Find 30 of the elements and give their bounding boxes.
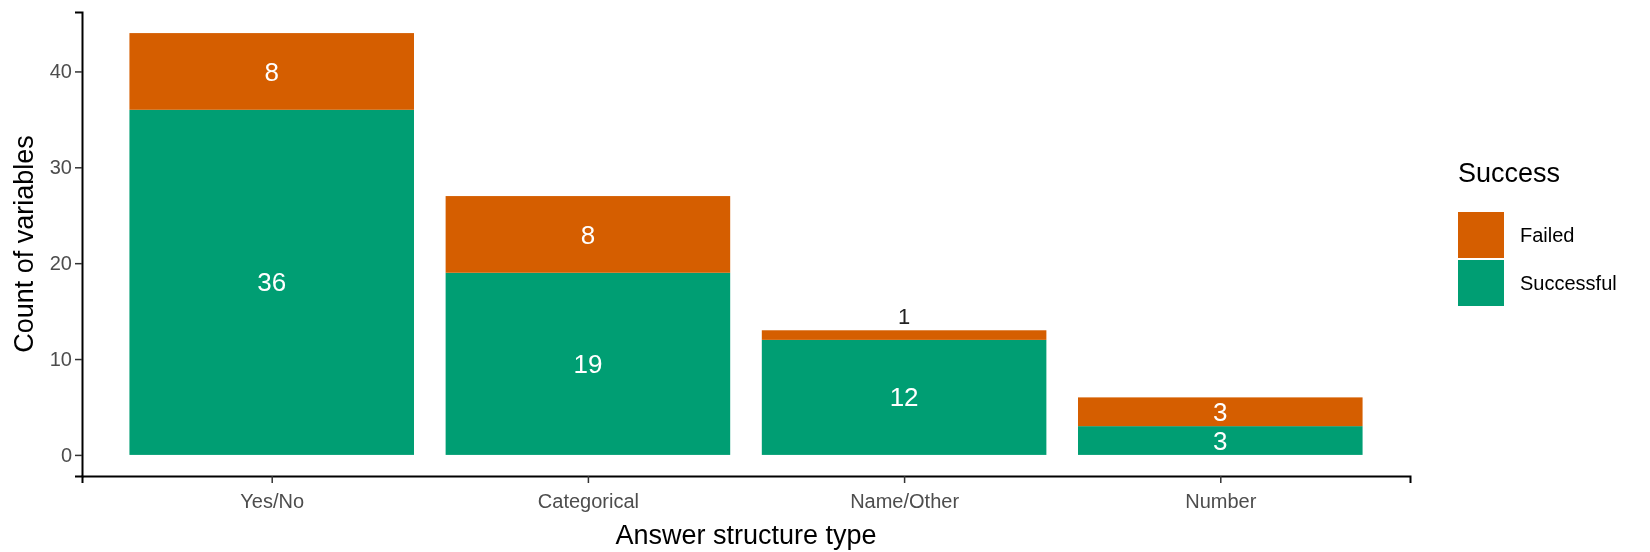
legend-label: Successful bbox=[1520, 272, 1617, 294]
bar bbox=[129, 33, 414, 110]
bar bbox=[445, 272, 731, 455]
x-tick-label: Categorical bbox=[537, 490, 639, 512]
y-tick-label: 10 bbox=[49, 347, 72, 370]
y-axis-title: Count of variables bbox=[9, 135, 39, 353]
bar bbox=[761, 339, 1047, 455]
data-label: 8 bbox=[264, 56, 279, 87]
x-tick-label: Name/Other bbox=[850, 490, 960, 512]
bar bbox=[1078, 397, 1363, 427]
bar bbox=[1078, 426, 1363, 455]
data-label: 36 bbox=[257, 267, 287, 298]
data-label: 3 bbox=[1213, 396, 1228, 427]
y-tick-label: 0 bbox=[60, 443, 72, 466]
bar bbox=[445, 196, 731, 273]
data-label: 12 bbox=[889, 382, 919, 413]
data-label: 19 bbox=[573, 348, 603, 379]
data-label: 8 bbox=[580, 219, 596, 250]
data-label: 3 bbox=[1213, 425, 1228, 456]
x-tick-label: Number bbox=[1185, 490, 1257, 512]
legend-title: Success bbox=[1458, 158, 1561, 188]
bar bbox=[761, 330, 1047, 340]
legend-label: Failed bbox=[1520, 224, 1575, 246]
data-label: 1 bbox=[897, 304, 911, 330]
y-tick-label: 30 bbox=[49, 156, 72, 179]
y-tick-label: 40 bbox=[49, 60, 72, 83]
bar bbox=[129, 109, 414, 455]
x-tick-label: Yes/No bbox=[240, 490, 305, 512]
y-tick-label: 20 bbox=[49, 252, 72, 275]
x-axis-title: Answer structure type bbox=[615, 520, 877, 550]
